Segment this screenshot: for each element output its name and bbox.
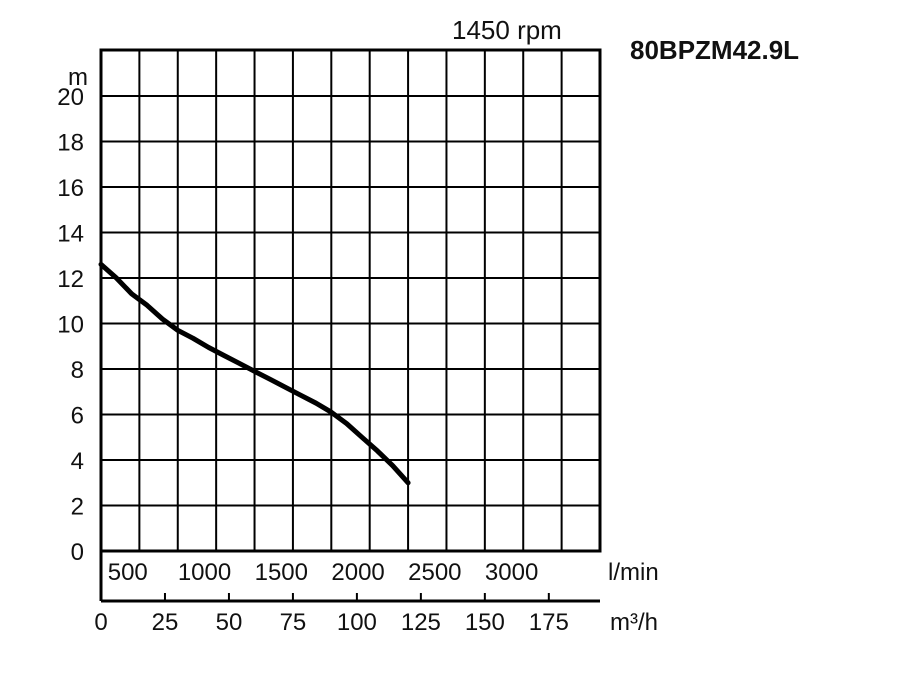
- speed-label: 1450 rpm: [452, 15, 562, 45]
- x-tick-label-lmin: 500: [108, 559, 148, 586]
- y-unit-label: m: [68, 64, 88, 91]
- x-tick-label-m3h: 50: [216, 609, 243, 636]
- x-unit-m3h-label: m³/h: [610, 609, 658, 636]
- x-tick-label-lmin: 3000: [485, 559, 538, 586]
- x-tick-label-m3h: 125: [401, 609, 441, 636]
- y-tick-label: 6: [71, 403, 84, 430]
- x-tick-label-m3h: 100: [337, 609, 377, 636]
- model-label: 80BPZM42.9L: [630, 35, 799, 65]
- y-tick-labels: 0 2 4 6 8 10 12 14 16 18 20: [57, 84, 84, 566]
- y-tick-label: 20: [57, 84, 84, 111]
- y-tick-label: 10: [57, 312, 84, 339]
- x-tick-label-lmin: 1000: [178, 559, 231, 586]
- horizontal-gridlines: [101, 95, 600, 507]
- head-flow-curve: [98, 261, 411, 486]
- x-tick-labels-lmin: 500 1000 1500 2000 2500 3000: [108, 559, 539, 586]
- y-tick-label: 8: [71, 357, 84, 384]
- x-tick-label-lmin: 1500: [255, 559, 308, 586]
- y-tick-label: 4: [71, 448, 84, 475]
- y-tick-label: 12: [57, 266, 84, 293]
- x-tick-label-m3h: 25: [152, 609, 179, 636]
- y-tick-label: 0: [71, 539, 84, 566]
- x-tick-label-lmin: 2500: [408, 559, 461, 586]
- x-tick-label-lmin: 2000: [331, 559, 384, 586]
- y-tick-label: 16: [57, 175, 84, 202]
- x-tick-label-m3h: 175: [529, 609, 569, 636]
- x-unit-lmin-label: l/min: [608, 559, 659, 586]
- x-tick-labels-m3h: 0 25 50 75 100 125 150 175: [94, 609, 569, 636]
- x-tick-label-m3h: 75: [280, 609, 307, 636]
- y-tick-label: 2: [71, 494, 84, 521]
- y-tick-label: 14: [57, 221, 84, 248]
- plot-frame: [99, 48, 602, 553]
- y-tick-label: 18: [57, 130, 84, 157]
- vertical-gridlines: [138, 50, 563, 601]
- x-tick-label-m3h: 0: [94, 609, 107, 636]
- x-tick-label-m3h: 150: [465, 609, 505, 636]
